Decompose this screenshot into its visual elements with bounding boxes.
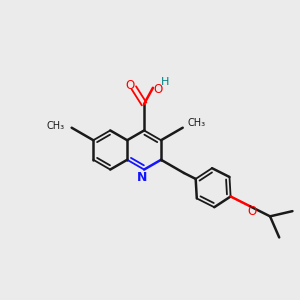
Text: N: N bbox=[137, 171, 147, 184]
Text: H: H bbox=[160, 77, 169, 87]
Text: O: O bbox=[154, 83, 163, 96]
Text: CH₃: CH₃ bbox=[187, 118, 205, 128]
Text: O: O bbox=[125, 79, 135, 92]
Text: O: O bbox=[247, 205, 256, 218]
Text: CH₃: CH₃ bbox=[46, 121, 64, 131]
